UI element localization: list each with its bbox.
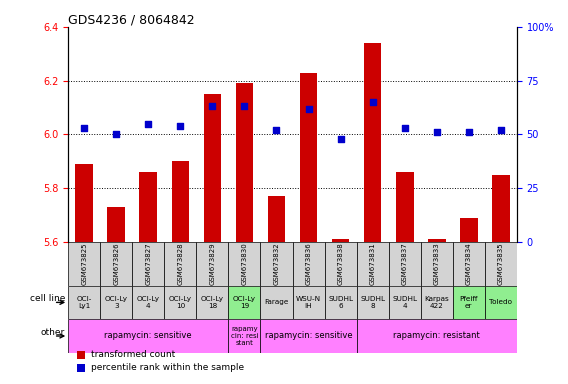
Point xyxy=(432,129,441,135)
Text: SUDHL
4: SUDHL 4 xyxy=(392,296,417,309)
Text: rapamycin: sensitive: rapamycin: sensitive xyxy=(105,331,192,341)
Bar xyxy=(261,319,357,353)
Point xyxy=(368,99,377,105)
Text: rapamycin: sensitive: rapamycin: sensitive xyxy=(265,331,352,341)
Bar xyxy=(197,242,228,286)
Text: transformed count: transformed count xyxy=(91,351,175,359)
Point xyxy=(80,125,89,131)
Text: Pfeiff
er: Pfeiff er xyxy=(460,296,478,309)
Bar xyxy=(76,164,93,242)
Bar xyxy=(261,286,293,319)
Text: Toledo: Toledo xyxy=(490,300,512,305)
Text: percentile rank within the sample: percentile rank within the sample xyxy=(91,363,244,372)
Bar xyxy=(203,94,221,242)
Point xyxy=(336,136,345,142)
Bar xyxy=(389,286,421,319)
Point xyxy=(464,129,473,135)
Bar xyxy=(453,286,485,319)
Point xyxy=(304,106,313,112)
Bar xyxy=(293,242,324,286)
Bar xyxy=(460,218,478,242)
Text: GSM673830: GSM673830 xyxy=(241,242,248,285)
Bar xyxy=(261,242,293,286)
Bar xyxy=(485,242,517,286)
Text: rapamy
cin: resi
stant: rapamy cin: resi stant xyxy=(231,326,258,346)
Bar xyxy=(332,239,349,242)
Text: GSM673837: GSM673837 xyxy=(402,242,408,285)
Text: GSM673835: GSM673835 xyxy=(498,242,504,285)
Bar xyxy=(68,286,100,319)
Text: GSM673827: GSM673827 xyxy=(145,242,151,285)
Bar xyxy=(172,161,189,242)
Point xyxy=(208,103,217,109)
Text: GSM673838: GSM673838 xyxy=(337,242,344,285)
Bar xyxy=(100,286,132,319)
Text: WSU-N
IH: WSU-N IH xyxy=(296,296,321,309)
Bar xyxy=(77,364,85,372)
Bar xyxy=(228,319,261,353)
Text: OCI-
Ly1: OCI- Ly1 xyxy=(77,296,92,309)
Bar xyxy=(132,242,164,286)
Bar xyxy=(428,239,445,242)
Text: GSM673834: GSM673834 xyxy=(466,242,472,285)
Bar xyxy=(357,319,517,353)
Text: OCI-Ly
10: OCI-Ly 10 xyxy=(169,296,192,309)
Bar xyxy=(324,242,357,286)
Bar xyxy=(396,172,414,242)
Point xyxy=(272,127,281,133)
Bar xyxy=(389,242,421,286)
Text: other: other xyxy=(41,328,65,337)
Point xyxy=(240,103,249,109)
Bar xyxy=(197,286,228,319)
Text: OCI-Ly
3: OCI-Ly 3 xyxy=(105,296,128,309)
Text: GSM673826: GSM673826 xyxy=(113,242,119,285)
Text: GSM673836: GSM673836 xyxy=(306,242,311,285)
Bar xyxy=(132,286,164,319)
Text: OCI-Ly
18: OCI-Ly 18 xyxy=(201,296,224,309)
Point xyxy=(112,131,121,137)
Bar xyxy=(324,286,357,319)
Bar xyxy=(140,172,157,242)
Bar xyxy=(164,286,197,319)
Bar xyxy=(164,242,197,286)
Bar xyxy=(421,286,453,319)
Bar xyxy=(485,286,517,319)
Bar xyxy=(68,242,100,286)
Text: rapamycin: resistant: rapamycin: resistant xyxy=(394,331,480,341)
Point xyxy=(400,125,410,131)
Text: GSM673833: GSM673833 xyxy=(434,242,440,285)
Text: SUDHL
8: SUDHL 8 xyxy=(360,296,385,309)
Point xyxy=(496,127,506,133)
Bar xyxy=(357,286,389,319)
Text: cell line: cell line xyxy=(30,294,65,303)
Text: GSM673828: GSM673828 xyxy=(177,242,183,285)
Bar xyxy=(228,242,261,286)
Bar xyxy=(364,43,382,242)
Bar xyxy=(453,242,485,286)
Text: OCI-Ly
4: OCI-Ly 4 xyxy=(137,296,160,309)
Bar xyxy=(77,351,85,359)
Text: GSM673825: GSM673825 xyxy=(81,243,87,285)
Bar xyxy=(421,242,453,286)
Bar xyxy=(293,286,324,319)
Bar xyxy=(300,73,318,242)
Bar xyxy=(357,242,389,286)
Text: GSM673829: GSM673829 xyxy=(210,242,215,285)
Bar xyxy=(100,242,132,286)
Text: Karpas
422: Karpas 422 xyxy=(424,296,449,309)
Text: SUDHL
6: SUDHL 6 xyxy=(328,296,353,309)
Bar xyxy=(236,83,253,242)
Text: GSM673831: GSM673831 xyxy=(370,242,375,285)
Bar xyxy=(107,207,125,242)
Bar xyxy=(492,175,509,242)
Text: GDS4236 / 8064842: GDS4236 / 8064842 xyxy=(68,14,195,27)
Text: GSM673832: GSM673832 xyxy=(274,242,279,285)
Text: OCI-Ly
19: OCI-Ly 19 xyxy=(233,296,256,309)
Text: Farage: Farage xyxy=(264,300,289,305)
Bar xyxy=(68,319,228,353)
Bar xyxy=(268,196,285,242)
Bar xyxy=(228,286,261,319)
Point xyxy=(144,121,153,127)
Point xyxy=(176,123,185,129)
